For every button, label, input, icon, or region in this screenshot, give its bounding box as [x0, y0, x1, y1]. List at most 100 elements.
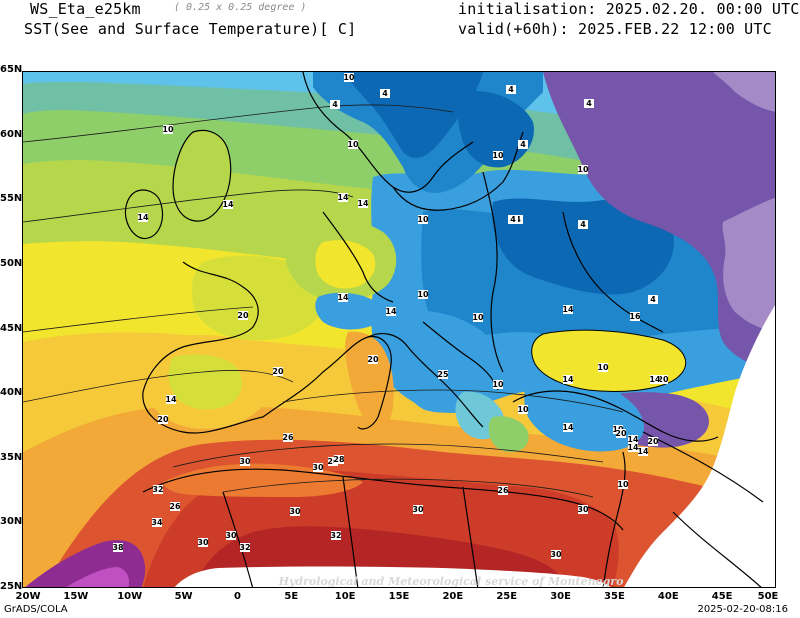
contour-label-bg: [598, 363, 608, 372]
lon-tick: 0: [233, 591, 241, 602]
footer-credit: GrADS/COLA: [4, 604, 68, 615]
aegean-green: [488, 416, 529, 452]
lon-tick: 5W: [174, 591, 193, 602]
contour-label-bg: [358, 199, 368, 208]
contour-label: 10: [492, 380, 504, 389]
coast-turkey: [512, 390, 719, 442]
contour-label-bg: [628, 443, 638, 452]
contour-label-bg: [518, 140, 528, 149]
contour-label: 14: [649, 375, 661, 384]
contour-label: 14: [337, 293, 349, 302]
contour-label: 20: [647, 437, 659, 446]
contour-label: 14: [337, 193, 349, 202]
contour-label-bg: [518, 405, 528, 414]
grid-resolution: ( 0.25 x 0.25 degree ): [174, 2, 307, 13]
model-title: WS_Eta_e25km: [30, 0, 141, 18]
contour-label: 10: [492, 151, 504, 160]
contour-label-bg: [506, 85, 516, 94]
contour-label: 4: [580, 220, 586, 229]
germany-yellow: [315, 240, 376, 289]
contour-label: 30: [412, 505, 424, 514]
contour-label: 26: [497, 486, 509, 495]
balkans-blue: [394, 310, 497, 413]
contour-label-bg: [648, 295, 658, 304]
contour-label-bg: [618, 480, 628, 489]
lat-tick: 50N: [0, 257, 23, 269]
contour-label: 4: [332, 100, 338, 109]
contour-label: 20: [367, 355, 379, 364]
coast-adriatic: [367, 333, 484, 428]
isotherm-24: [282, 389, 624, 413]
lon-tick: 45E: [711, 591, 733, 602]
contour-label-bg: [330, 100, 340, 109]
contour-label: 14: [562, 375, 574, 384]
isotherm-10: [23, 104, 454, 143]
contour-label: 4: [508, 85, 514, 94]
coast-baltic: [392, 131, 524, 211]
contour-label-bg: [386, 307, 396, 316]
border-africa-2: [342, 476, 359, 587]
isotherms: [23, 104, 624, 498]
coast-ireland: [124, 189, 164, 240]
contour-label: 30: [197, 538, 209, 547]
contour-label-bg: [338, 293, 348, 302]
contour-label-bg: [238, 311, 248, 320]
contour-label: 25: [437, 370, 449, 379]
contour-label: 38: [112, 543, 124, 552]
contour-label: 10: [343, 73, 355, 82]
contour-label-bg: [328, 457, 338, 466]
contour-label-bg: [380, 89, 390, 98]
contour-label: 10: [347, 140, 359, 149]
coast-britain: [172, 129, 232, 222]
lat-tick: 30N: [0, 516, 23, 528]
contour-label: 4: [520, 140, 526, 149]
contour-label-bg: [418, 215, 428, 224]
contour-label-bg: [368, 355, 378, 364]
contour-label-bg: [198, 538, 208, 547]
lon-tick: 10E: [334, 591, 356, 602]
contour-label-bg: [563, 423, 573, 432]
contour-label-bg: [648, 437, 658, 446]
contour-label-bg: [473, 313, 483, 322]
coast-med-north: [262, 336, 392, 430]
contour-label-bg: [138, 213, 148, 222]
contour-label: 10: [162, 125, 174, 134]
contour-label-bg: [334, 455, 344, 464]
lon-tick: 15E: [388, 591, 410, 602]
isotherm-14: [23, 189, 354, 223]
contour-label-bg: [584, 99, 594, 108]
contour-label-bg: [628, 435, 638, 444]
contour-label: 26: [282, 433, 294, 442]
contour-label-bg: [638, 447, 648, 456]
contour-label-bg: [650, 375, 660, 384]
contour-label-bg: [338, 193, 348, 202]
lat-tick: 45N: [0, 322, 23, 334]
contour-label: 32: [239, 543, 250, 552]
coast-africa: [142, 468, 624, 531]
contour-label: 10: [472, 313, 484, 322]
contour-label: 14: [357, 199, 369, 208]
contour-label: 10: [417, 215, 429, 224]
lon-tick: 40E: [657, 591, 679, 602]
lon-tick: 50E: [757, 591, 779, 602]
contour-label: 34: [151, 518, 163, 527]
contour-label: 30: [239, 457, 251, 466]
isotherm-26: [172, 443, 604, 468]
contour-label-bg: [563, 305, 573, 314]
contour-label-bg: [413, 505, 423, 514]
contour-label: 28: [333, 455, 345, 464]
contour-label: 20: [237, 311, 249, 320]
isotherm-20: [23, 370, 294, 403]
contour-label: 14: [137, 213, 149, 222]
contour-label: 26: [327, 457, 339, 466]
lon-tick: 35E: [604, 591, 625, 602]
border-africa-1: [222, 491, 254, 587]
western-europe: [125, 130, 687, 452]
lon-tick: 20W: [15, 591, 41, 602]
morocco-pink: [66, 567, 130, 587]
valid-time: valid(+60h): 2025.FEB.22 12:00 UTC: [458, 20, 772, 38]
contour-label-bg: [283, 433, 293, 442]
contour-label: 20: [657, 375, 669, 384]
contour-label-bg: [273, 367, 283, 376]
coast-levant: [602, 451, 626, 587]
